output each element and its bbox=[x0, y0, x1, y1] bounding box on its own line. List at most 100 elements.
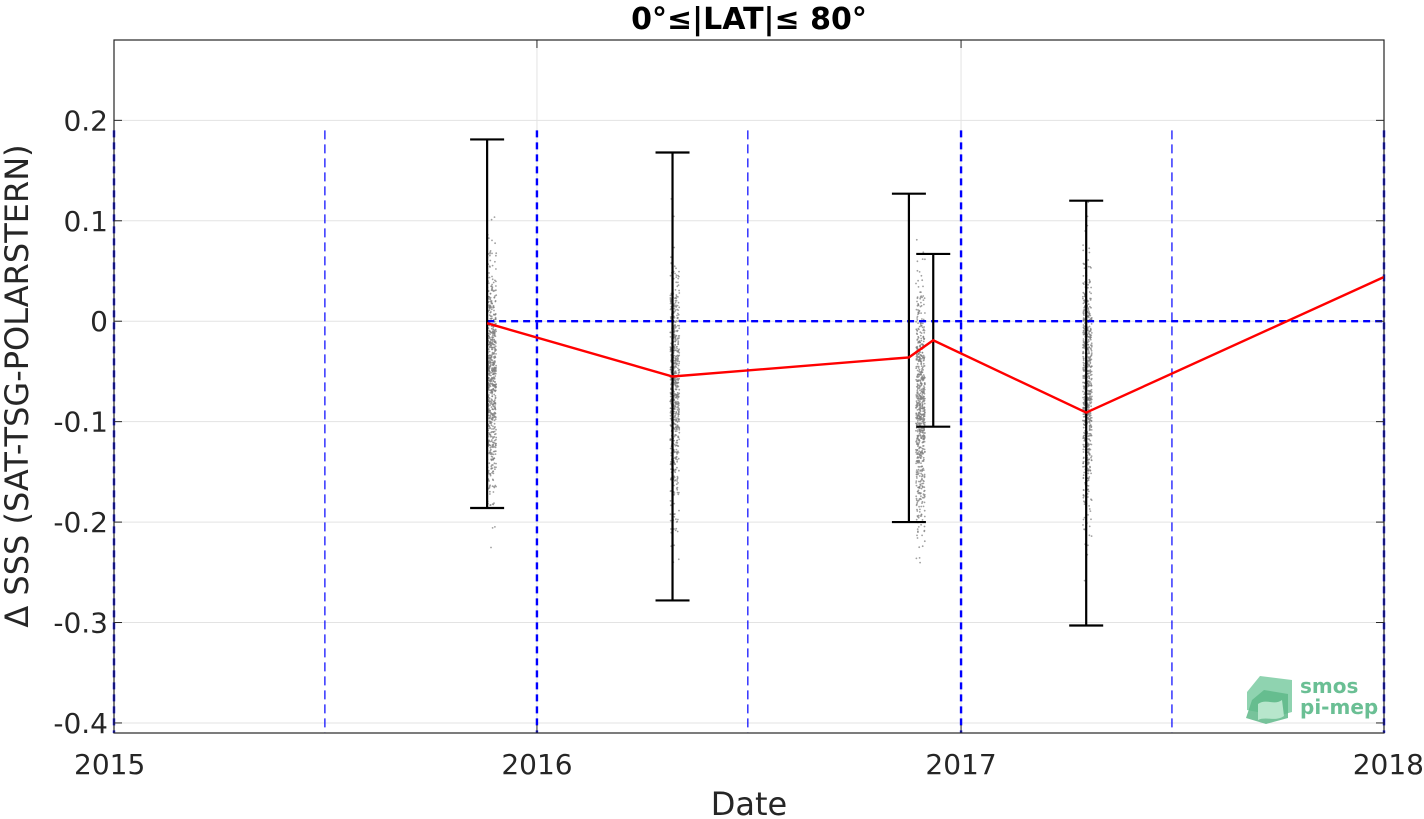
scatter-point bbox=[917, 311, 920, 314]
scatter-point bbox=[916, 414, 919, 416]
scatter-point bbox=[921, 534, 923, 537]
scatter-point bbox=[677, 426, 680, 429]
scatter-point bbox=[1090, 535, 1093, 537]
scatter-point bbox=[1082, 291, 1085, 294]
scatter-point bbox=[1090, 405, 1092, 408]
x-tick-label: 2018 bbox=[1353, 748, 1424, 781]
scatter-point bbox=[1091, 395, 1093, 398]
scatter-point bbox=[917, 411, 920, 414]
scatter-point bbox=[675, 359, 677, 361]
scatter-point bbox=[915, 497, 918, 500]
scatter-point bbox=[919, 331, 922, 334]
scatter-point bbox=[490, 424, 493, 427]
scatter-point bbox=[675, 428, 678, 430]
scatter-point bbox=[494, 345, 497, 348]
scatter-point bbox=[922, 415, 925, 418]
scatter-point bbox=[922, 469, 925, 471]
scatter-point bbox=[493, 436, 496, 438]
scatter-point bbox=[490, 546, 492, 549]
scatter-point bbox=[489, 435, 492, 438]
scatter-point bbox=[917, 434, 920, 437]
scatter-point bbox=[1082, 358, 1085, 360]
scatter-point bbox=[1087, 448, 1090, 451]
scatter-point bbox=[920, 388, 923, 391]
scatter-point bbox=[674, 310, 676, 313]
scatter-point bbox=[1082, 413, 1085, 416]
scatter-point bbox=[494, 260, 496, 263]
scatter-point bbox=[1087, 462, 1090, 465]
scatter-point bbox=[1082, 448, 1085, 451]
scatter-point bbox=[674, 379, 677, 382]
scatter-point bbox=[1089, 510, 1092, 512]
scatter-point bbox=[494, 386, 497, 389]
scatter-point bbox=[917, 279, 919, 282]
y-tick-label: -0.2 bbox=[53, 506, 108, 539]
scatter-point bbox=[923, 501, 926, 504]
scatter-point bbox=[675, 378, 678, 381]
scatter-point bbox=[919, 419, 921, 422]
scatter-point bbox=[1088, 251, 1091, 254]
scatter-point bbox=[490, 440, 493, 443]
scatter-point bbox=[675, 518, 677, 521]
scatter-point bbox=[1082, 435, 1085, 438]
scatter-point bbox=[674, 388, 677, 391]
scatter-point bbox=[494, 389, 497, 392]
scatter-point bbox=[493, 462, 496, 465]
scatter-point bbox=[489, 422, 491, 424]
scatter-point bbox=[489, 354, 491, 357]
scatter-point bbox=[916, 380, 919, 383]
scatter-point bbox=[922, 441, 925, 444]
scatter-point bbox=[491, 334, 494, 336]
y-tick-label: 0.2 bbox=[63, 104, 108, 137]
scatter-point bbox=[923, 509, 926, 512]
scatter-point bbox=[494, 484, 497, 487]
scatter-point bbox=[916, 477, 918, 479]
scatter-point bbox=[917, 367, 920, 369]
scatter-point bbox=[918, 373, 921, 376]
scatter-point bbox=[1082, 375, 1084, 377]
scatter-point bbox=[678, 289, 680, 292]
scatter-point bbox=[1082, 477, 1085, 479]
scatter-point bbox=[1090, 332, 1093, 334]
scatter-point bbox=[677, 337, 679, 340]
scatter-point bbox=[490, 448, 492, 451]
scatter-point bbox=[921, 326, 924, 329]
scatter-point bbox=[921, 398, 924, 400]
scatter-point bbox=[1090, 426, 1093, 429]
scatter-point bbox=[1083, 329, 1085, 332]
scatter-point bbox=[1083, 516, 1086, 519]
scatter-point bbox=[1089, 374, 1092, 376]
scatter-point bbox=[488, 394, 490, 396]
scatter-point bbox=[673, 399, 675, 402]
scatter-point bbox=[1087, 362, 1089, 364]
scatter-point bbox=[916, 501, 919, 504]
scatter-point bbox=[918, 375, 920, 378]
scatter-point bbox=[915, 475, 918, 478]
scatter-point bbox=[673, 346, 676, 349]
scatter-point bbox=[922, 420, 925, 422]
x-tick-label: 2015 bbox=[74, 748, 145, 781]
scatter-point bbox=[491, 384, 494, 387]
scatter-point bbox=[921, 322, 924, 325]
scatter-point bbox=[922, 379, 924, 382]
scatter-point bbox=[669, 513, 672, 516]
scatter-point bbox=[919, 385, 921, 388]
scatter-point bbox=[675, 299, 678, 302]
scatter-point bbox=[492, 464, 494, 466]
scatter-point bbox=[677, 457, 680, 460]
scatter-point bbox=[677, 281, 679, 284]
scatter-point bbox=[492, 281, 495, 284]
scatter-point bbox=[917, 393, 920, 395]
scatter-point bbox=[488, 432, 491, 435]
scatter-point bbox=[1083, 325, 1086, 328]
scatter-point bbox=[918, 453, 921, 456]
scatter-point bbox=[674, 340, 676, 343]
scatter-point bbox=[677, 367, 679, 370]
scatter-point bbox=[918, 368, 921, 371]
scatter-point bbox=[1088, 312, 1091, 315]
scatter-point bbox=[1089, 432, 1092, 435]
scatter-point bbox=[669, 438, 672, 441]
scatter-point bbox=[923, 480, 925, 483]
scatter-point bbox=[923, 297, 926, 300]
scatter-point bbox=[1090, 353, 1093, 356]
